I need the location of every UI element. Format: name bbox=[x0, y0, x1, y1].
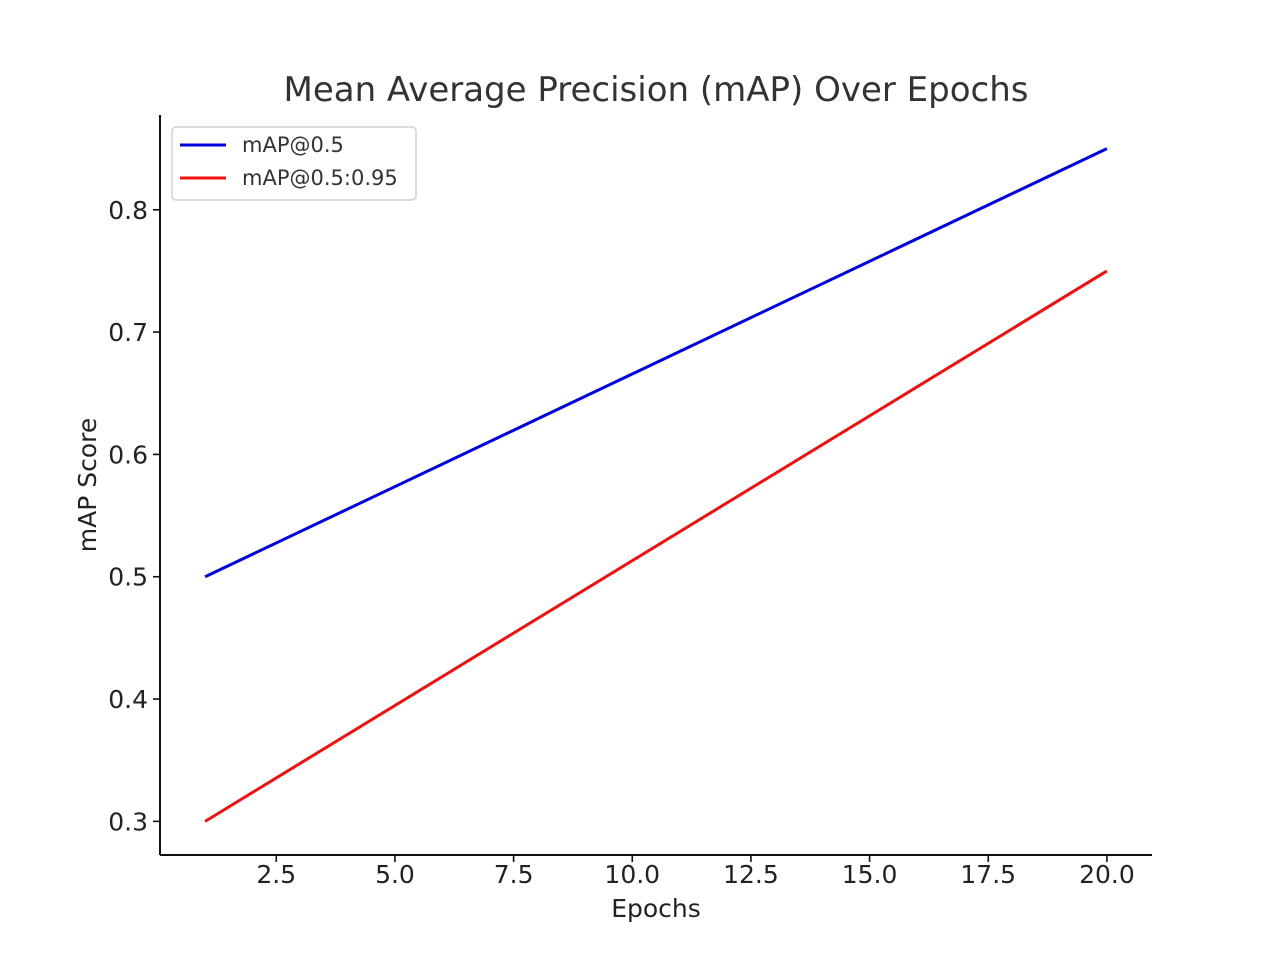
series-line-1 bbox=[204, 147, 1108, 579]
y-tick-label: 0.6 bbox=[108, 440, 148, 469]
x-tick-label: 15.0 bbox=[842, 860, 898, 889]
x-tick-label: 2.5 bbox=[256, 860, 296, 889]
y-axis-ticks: 0.3 0.4 0.5 0.6 0.7 0.8 bbox=[108, 196, 160, 836]
legend-box bbox=[171, 126, 417, 201]
chart-title: Mean Average Precision (mAP) Over Epochs bbox=[283, 70, 1028, 110]
series-layer bbox=[204, 147, 1108, 823]
x-tick-label: 5.0 bbox=[375, 860, 415, 889]
y-tick-label: 0.4 bbox=[108, 685, 148, 714]
x-tick-label: 20.0 bbox=[1079, 860, 1135, 889]
y-tick-label: 0.7 bbox=[108, 318, 148, 347]
y-tick-label: 0.5 bbox=[108, 563, 148, 592]
y-axis-label: mAP Score bbox=[73, 418, 102, 553]
series-line-2 bbox=[204, 269, 1108, 823]
x-tick-label: 10.0 bbox=[604, 860, 660, 889]
x-tick-label: 7.5 bbox=[494, 860, 534, 889]
legend-label-2: mAP@0.5:0.95 bbox=[242, 166, 398, 190]
x-axis-ticks: 2.5 5.0 7.5 10.0 12.5 15.0 17.5 20.0 bbox=[256, 855, 1135, 889]
plot-area: 2.5 5.0 7.5 10.0 12.5 15.0 17.5 20.0 0.30.40.50… bbox=[108, 115, 1152, 889]
x-tick-label: 12.5 bbox=[723, 860, 779, 889]
y-tick-label: 0.3 bbox=[108, 807, 148, 836]
legend-label-1: mAP@0.5 bbox=[242, 133, 344, 157]
x-axis-label: Epochs bbox=[611, 894, 701, 923]
y-tick-label: 0.8 bbox=[108, 196, 148, 225]
x-tick-label: 17.5 bbox=[960, 860, 1016, 889]
chart-legend: mAP@0.5 mAP@0.5:0.95 bbox=[171, 126, 417, 201]
